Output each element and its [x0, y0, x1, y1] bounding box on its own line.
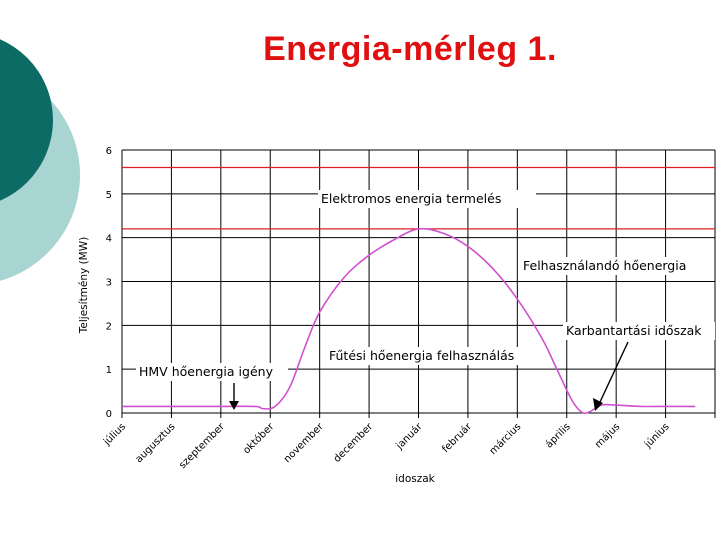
annotation-box-felhasznalando [520, 257, 710, 275]
x-tick-label: november [282, 421, 326, 465]
annotation-karbantartasi: Karbantartási időszak [566, 323, 702, 338]
chart-curve [122, 227, 696, 415]
y-tick-label: 1 [106, 365, 112, 376]
x-axis-ticks: július augusztus szeptember október november… [100, 420, 671, 471]
annotation-box-karbantartasi [563, 322, 715, 340]
annotation-box-hmv [136, 363, 288, 381]
y-tick-label: 4 [106, 234, 112, 245]
x-tick-label: február [440, 420, 475, 455]
x-tick-label: április [543, 421, 573, 451]
x-tick-label: december [332, 421, 376, 465]
annotation-hmv: HMV hőenergia igény [139, 364, 274, 379]
y-axis-label: Teljesítmény (MW) [78, 237, 90, 334]
x-tick-label: március [487, 421, 523, 457]
chart-annotations: Elektromos energia termelés Felhasználand… [136, 190, 715, 411]
x-tick-label: július [100, 421, 128, 449]
x-tick-label: október [241, 420, 277, 456]
y-axis-ticks: 0 1 2 3 4 5 6 [106, 146, 112, 420]
maintenance-arrow-head [593, 398, 603, 411]
y-tick-label: 3 [106, 278, 112, 289]
x-tick-label: június [641, 421, 671, 451]
annotation-futesi: Fűtési hőenergia felhasználás [329, 348, 514, 363]
x-tick-label: január [393, 420, 425, 452]
maintenance-arrow-shaft [599, 341, 629, 403]
y-tick-label: 0 [106, 409, 112, 420]
annotation-elektromos: Elektromos energia termelés [321, 191, 501, 206]
x-tick-label: szeptember [177, 421, 227, 471]
annotation-felhasznalando: Felhasználandó hőenergia [523, 258, 686, 273]
deco-dark-circle [0, 39, 53, 201]
x-tick-label: május [592, 421, 622, 451]
x-axis-label: idoszak [395, 473, 435, 485]
annotation-box-futesi [326, 347, 534, 365]
slide-title: Energia-mérleg 1. [263, 30, 557, 68]
y-tick-label: 6 [106, 146, 112, 157]
y-tick-label: 5 [106, 190, 112, 201]
hmv-arrow-head [229, 401, 239, 410]
heat-demand-curve [122, 227, 696, 415]
x-tick-label: augusztus [134, 421, 178, 465]
y-tick-label: 2 [106, 321, 112, 332]
annotation-box-elektromos [318, 190, 536, 208]
